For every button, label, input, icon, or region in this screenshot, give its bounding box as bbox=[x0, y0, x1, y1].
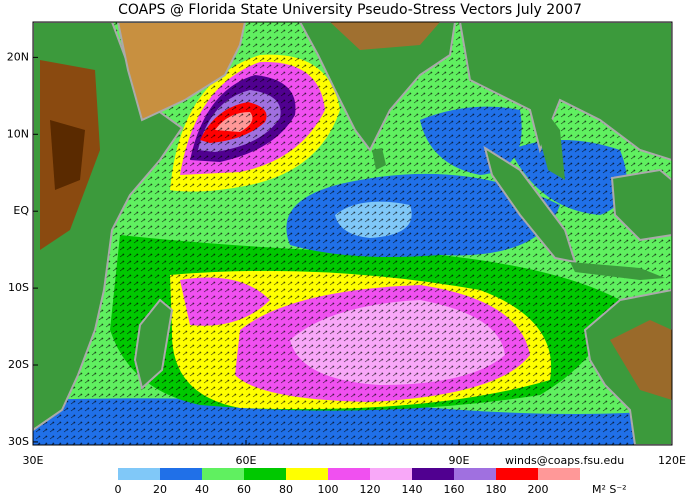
y-tick-label: 10N bbox=[7, 127, 29, 140]
x-tick-label: 30E bbox=[23, 454, 44, 467]
colorbar-swatch bbox=[412, 468, 454, 480]
land-relief bbox=[50, 120, 85, 190]
colorbar-tick-label: 160 bbox=[444, 483, 465, 496]
land bbox=[372, 148, 386, 170]
colorbar-swatch bbox=[496, 468, 538, 480]
colorbar-swatch bbox=[286, 468, 328, 480]
land-relief bbox=[330, 22, 440, 50]
land bbox=[298, 22, 457, 152]
colorbar: 0 20 40 60 80 100 120 140 160 180 200 bbox=[115, 468, 580, 496]
colorbar-swatch bbox=[454, 468, 496, 480]
colorbar-tick-label: 20 bbox=[153, 483, 167, 496]
colorbar-tick-label: 0 bbox=[115, 483, 122, 496]
map-area bbox=[33, 22, 672, 445]
colorbar-tick-label: 180 bbox=[486, 483, 507, 496]
land bbox=[458, 22, 672, 162]
colorbar-swatch bbox=[118, 468, 160, 480]
colorbar-tick-label: 60 bbox=[237, 483, 251, 496]
colorbar-swatch bbox=[244, 468, 286, 480]
land bbox=[540, 110, 565, 180]
land bbox=[483, 145, 577, 264]
title: COAPS @ Florida State University Pseudo-… bbox=[118, 2, 582, 18]
land-relief bbox=[610, 320, 672, 400]
colorbar-swatch bbox=[160, 468, 202, 480]
y-tick-label: 10S bbox=[8, 281, 29, 294]
colorbar-swatch bbox=[202, 468, 244, 480]
land bbox=[570, 262, 665, 280]
colorbar-swatch bbox=[370, 468, 412, 480]
colorbar-swatch bbox=[328, 468, 370, 480]
y-tick-label: EQ bbox=[13, 204, 29, 217]
colorbar-tick-label: 140 bbox=[402, 483, 423, 496]
x-tick-label: 120E bbox=[658, 454, 686, 467]
colorbar-tick-label: 120 bbox=[360, 483, 381, 496]
land bbox=[116, 22, 247, 122]
y-tick-label: 20N bbox=[7, 50, 29, 63]
colorbar-tick-label: 100 bbox=[318, 483, 339, 496]
y-tick-label: 20S bbox=[8, 358, 29, 371]
land bbox=[610, 168, 672, 242]
colorbar-tick-label: 40 bbox=[195, 483, 209, 496]
map-frame bbox=[32, 21, 673, 446]
land bbox=[133, 298, 174, 390]
colorbar-tick-label: 200 bbox=[528, 483, 549, 496]
credit: winds@coaps.fsu.edu bbox=[505, 454, 624, 467]
x-tick-label: 60E bbox=[236, 454, 257, 467]
axes: 30E 60E 90E 120E 20N 10N EQ 10S 20S 30S bbox=[7, 50, 686, 467]
colorbar-units: M² S⁻² bbox=[592, 483, 627, 496]
x-tick-label: 90E bbox=[449, 454, 470, 467]
y-tick-label: 30S bbox=[8, 435, 29, 448]
colorbar-swatch bbox=[538, 468, 580, 480]
colorbar-tick-label: 80 bbox=[279, 483, 293, 496]
